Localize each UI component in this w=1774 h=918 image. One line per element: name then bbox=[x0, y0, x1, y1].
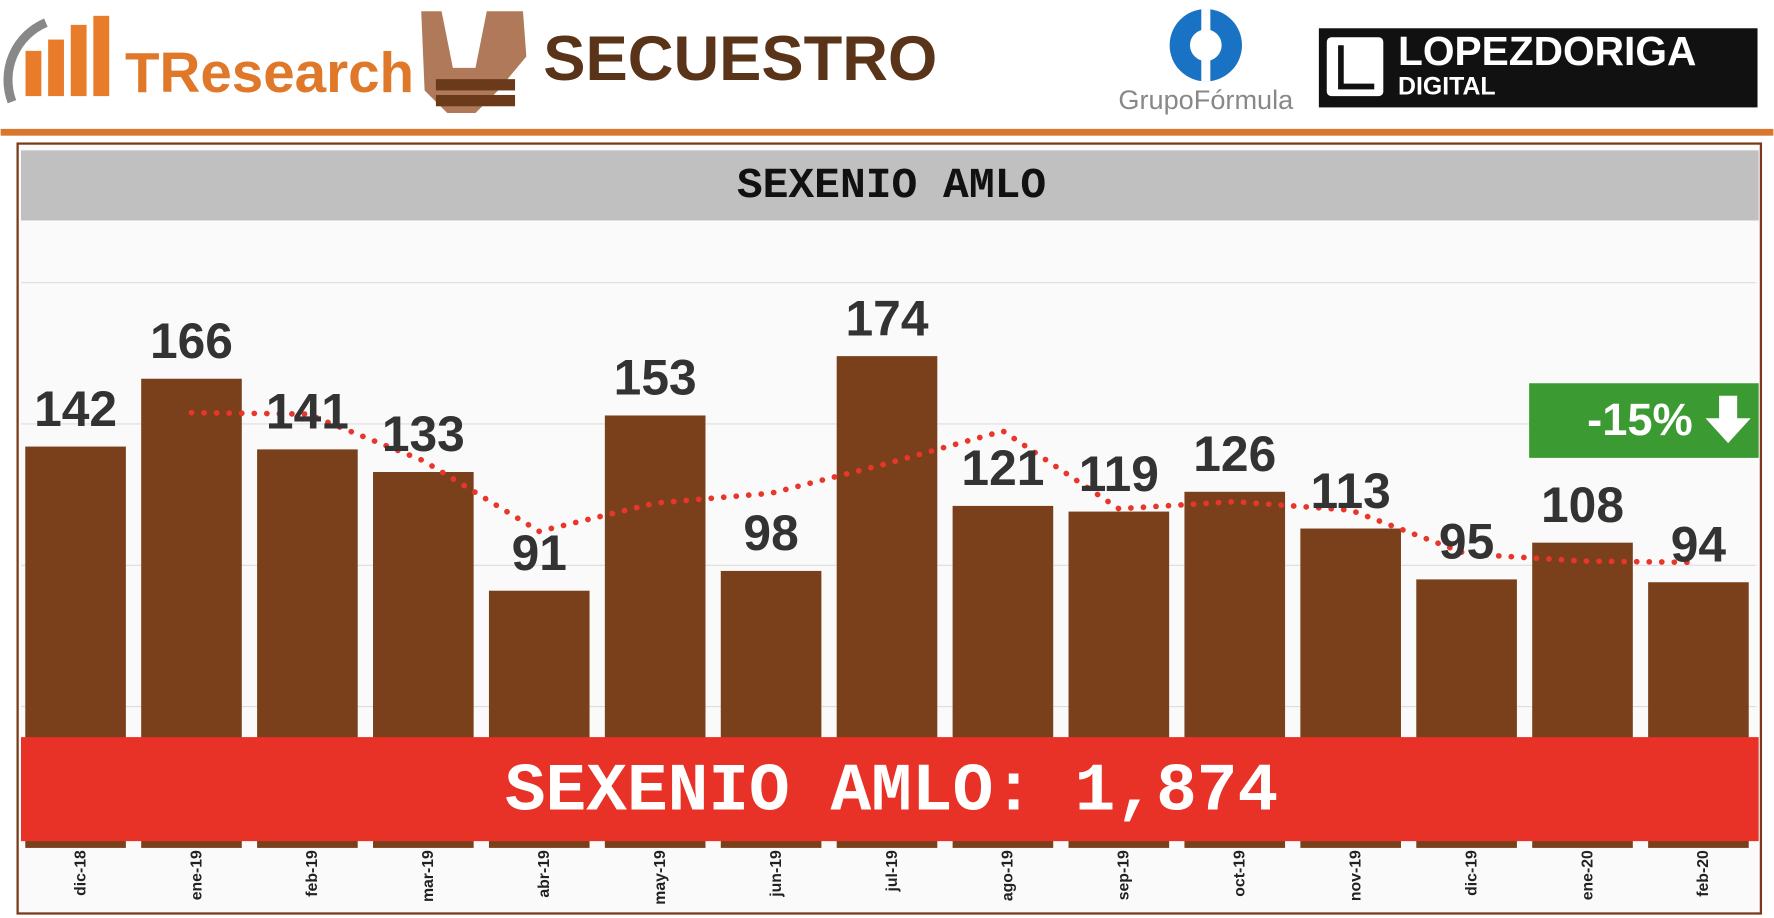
partner-logo: GrupoFórmula bbox=[1118, 9, 1294, 115]
brand-name: TResearch bbox=[125, 41, 414, 104]
value-label: 142 bbox=[34, 381, 117, 437]
x-axis: dic-18 ene-19 feb-19 mar-19 abr-19 may-19 jun-… bbox=[72, 850, 1712, 905]
x-tick-label: dic-19 bbox=[1463, 850, 1480, 896]
down-arrow bbox=[1705, 395, 1751, 444]
x-tick-label: jun-19 bbox=[768, 850, 785, 898]
value-label: 94 bbox=[1671, 516, 1727, 572]
x-tick-label: feb-20 bbox=[1695, 850, 1712, 897]
x-tick-label: nov-19 bbox=[1347, 850, 1364, 901]
value-label: 166 bbox=[150, 313, 233, 369]
title-band bbox=[21, 150, 1759, 221]
x-tick-label: ene-19 bbox=[188, 850, 205, 900]
media-name: LOPEZDORIGA bbox=[1398, 28, 1696, 74]
x-tick-label: jul-19 bbox=[884, 850, 901, 893]
x-tick-label: ago-19 bbox=[1000, 850, 1017, 901]
x-tick-label: mar-19 bbox=[420, 850, 437, 902]
chart-title: SEXENIO AMLO bbox=[737, 161, 1046, 210]
value-label: 126 bbox=[1193, 426, 1276, 482]
x-tick-label: abr-19 bbox=[536, 850, 553, 898]
x-tick-label: oct-19 bbox=[1232, 850, 1249, 897]
value-label: 153 bbox=[614, 350, 697, 406]
brand-logo: TResearch bbox=[3, 15, 414, 104]
value-label: 121 bbox=[961, 440, 1044, 496]
header-rule bbox=[0, 128, 1774, 136]
moving-average-line bbox=[188, 409, 1702, 566]
x-tick-label: dic-18 bbox=[72, 850, 89, 896]
value-label: 113 bbox=[1311, 463, 1391, 519]
topic: SECUESTRO bbox=[543, 24, 937, 94]
value-label: 133 bbox=[382, 406, 465, 462]
media-logo: LOPEZDORIGA DIGITAL bbox=[1318, 28, 1758, 108]
value-label: 119 bbox=[1079, 446, 1159, 502]
x-tick-label: feb-19 bbox=[304, 850, 321, 897]
value-label: 95 bbox=[1439, 514, 1494, 570]
total-banner bbox=[21, 737, 1759, 842]
x-tick-label: may-19 bbox=[652, 850, 669, 905]
x-tick-label: sep-19 bbox=[1116, 850, 1133, 900]
value-label: 174 bbox=[846, 290, 929, 346]
value-label: 108 bbox=[1541, 477, 1624, 533]
media-sub: DIGITAL bbox=[1398, 73, 1496, 101]
value-label: 141 bbox=[266, 384, 349, 440]
x-tick-label: ene-20 bbox=[1579, 850, 1596, 900]
partner-name: GrupoFórmula bbox=[1118, 84, 1294, 115]
badge-text: -15% bbox=[1587, 394, 1693, 445]
value-label: 98 bbox=[743, 505, 798, 561]
hands-icon bbox=[421, 11, 527, 114]
banner-text: SEXENIO AMLO: 1,874 bbox=[505, 754, 1278, 830]
value-label: 91 bbox=[512, 525, 567, 581]
